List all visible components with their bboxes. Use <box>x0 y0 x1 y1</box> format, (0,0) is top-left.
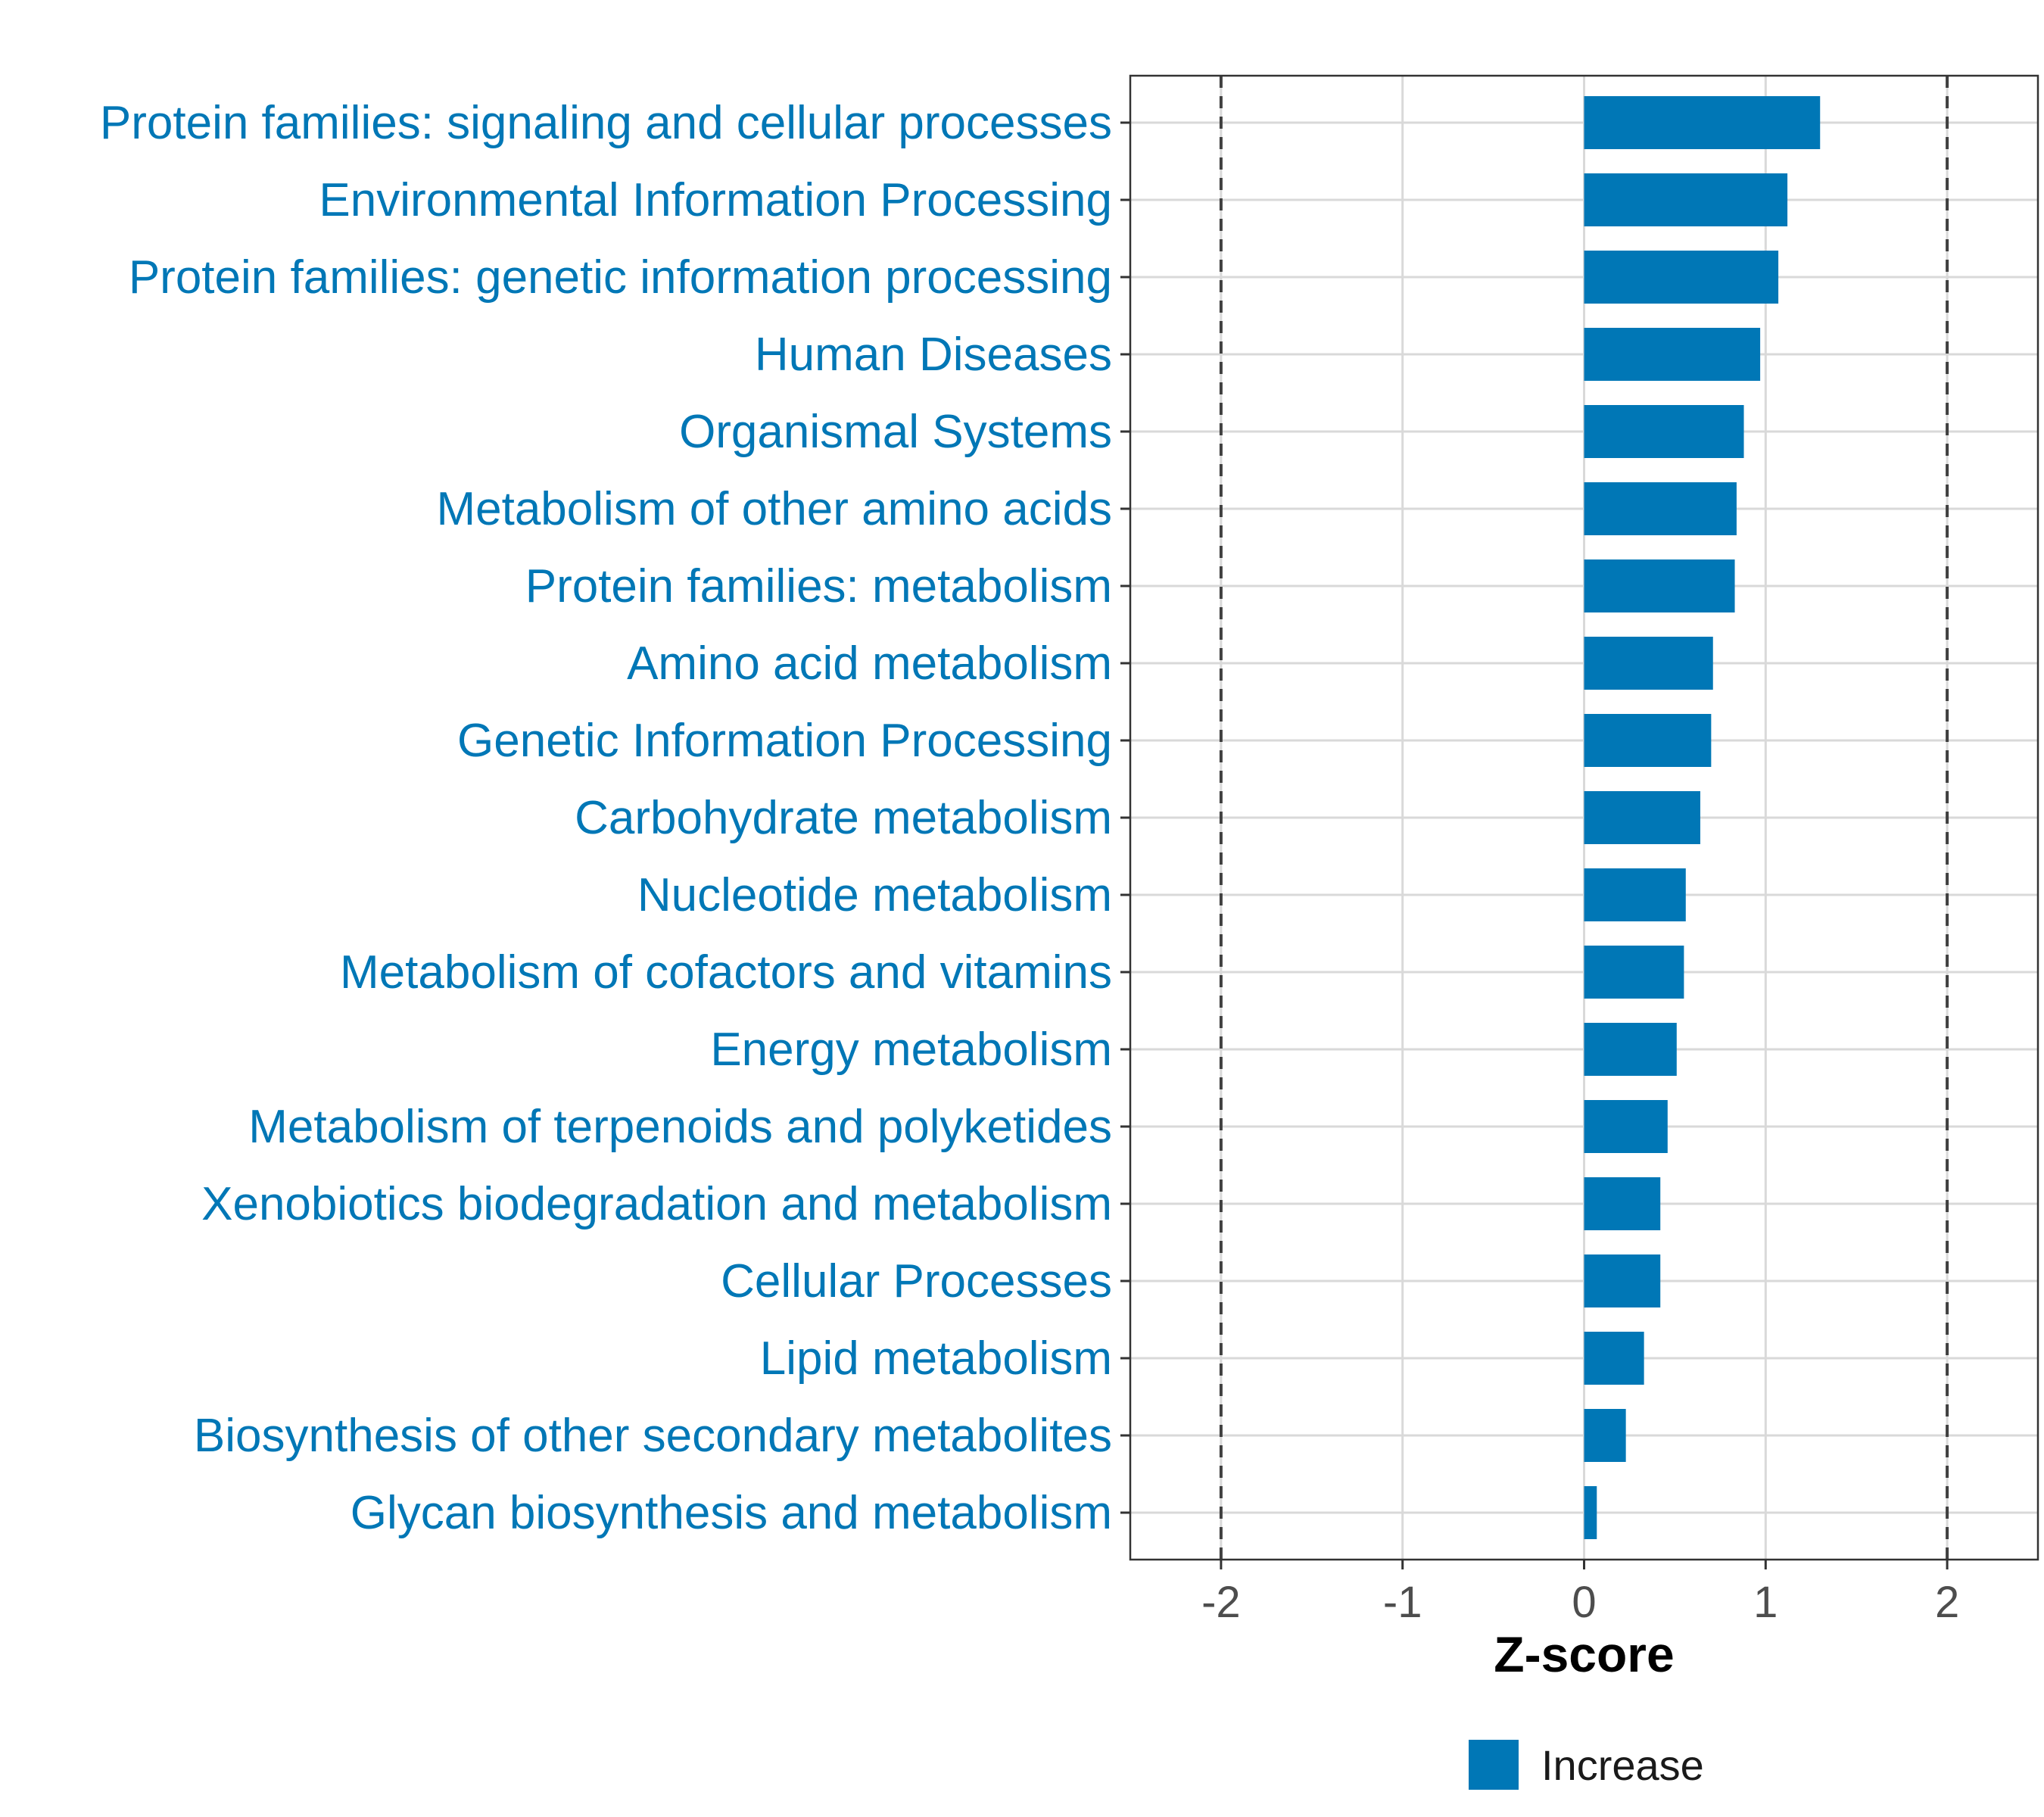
category-label-15: Cellular Processes <box>721 1255 1112 1307</box>
bar-2 <box>1584 251 1779 304</box>
bar-9 <box>1584 791 1700 844</box>
category-label-1: Environmental Information Processing <box>319 174 1112 226</box>
category-label-4: Organismal Systems <box>679 406 1112 458</box>
category-label-13: Metabolism of terpenoids and polyketides <box>248 1101 1112 1153</box>
category-label-17: Biosynthesis of other secondary metaboli… <box>194 1410 1112 1462</box>
category-label-18: Glycan biosynthesis and metabolism <box>351 1487 1112 1539</box>
bar-14 <box>1584 1177 1661 1230</box>
bar-17 <box>1584 1409 1626 1462</box>
category-label-10: Nucleotide metabolism <box>637 869 1112 921</box>
legend-swatch-increase <box>1469 1740 1519 1790</box>
category-label-6: Protein families: metabolism <box>525 560 1112 612</box>
category-label-5: Metabolism of other amino acids <box>436 483 1112 535</box>
bar-16 <box>1584 1332 1644 1385</box>
bar-4 <box>1584 405 1744 458</box>
bar-6 <box>1584 559 1735 612</box>
x-tick-label-2: 0 <box>1572 1578 1596 1627</box>
bar-11 <box>1584 946 1684 999</box>
bar-12 <box>1584 1023 1677 1076</box>
x-axis-title: Z-score <box>1494 1626 1674 1682</box>
bar-3 <box>1584 328 1761 381</box>
bar-7 <box>1584 637 1713 690</box>
x-tick-label-3: 1 <box>1753 1578 1778 1627</box>
category-label-8: Genetic Information Processing <box>457 715 1112 767</box>
x-tick-labels: -2 -1 0 1 2 <box>1201 1578 1959 1627</box>
legend-label-increase: Increase <box>1541 1741 1704 1789</box>
x-tick-label-4: 2 <box>1935 1578 1959 1627</box>
category-label-0: Protein families: signaling and cellular… <box>100 97 1112 149</box>
category-label-7: Amino acid metabolism <box>627 637 1112 690</box>
bar-layer <box>1584 96 1821 1539</box>
x-tick-label-1: -1 <box>1383 1578 1422 1627</box>
bar-15 <box>1584 1254 1661 1307</box>
category-label-12: Energy metabolism <box>710 1024 1112 1076</box>
bar-13 <box>1584 1100 1668 1153</box>
category-label-14: Xenobiotics biodegradation and metabolis… <box>201 1178 1112 1230</box>
y-tick-labels: Protein families: signaling and cellular… <box>100 97 1112 1539</box>
category-label-11: Metabolism of cofactors and vitamins <box>340 946 1112 999</box>
bar-10 <box>1584 868 1686 921</box>
category-label-3: Human Diseases <box>755 329 1112 381</box>
x-tick-label-0: -2 <box>1201 1578 1241 1627</box>
legend: Increase <box>1469 1740 1704 1790</box>
category-label-2: Protein families: genetic information pr… <box>129 251 1112 304</box>
x-tick-marks <box>1220 1560 1949 1569</box>
bar-8 <box>1584 714 1712 767</box>
category-label-16: Lipid metabolism <box>760 1332 1112 1385</box>
reference-lines <box>1219 76 1949 1560</box>
bar-18 <box>1584 1486 1597 1539</box>
bar-1 <box>1584 173 1788 226</box>
bar-0 <box>1584 96 1821 149</box>
category-label-9: Carbohydrate metabolism <box>575 792 1112 844</box>
y-tick-marks <box>1120 121 1130 1514</box>
bar-5 <box>1584 482 1737 535</box>
